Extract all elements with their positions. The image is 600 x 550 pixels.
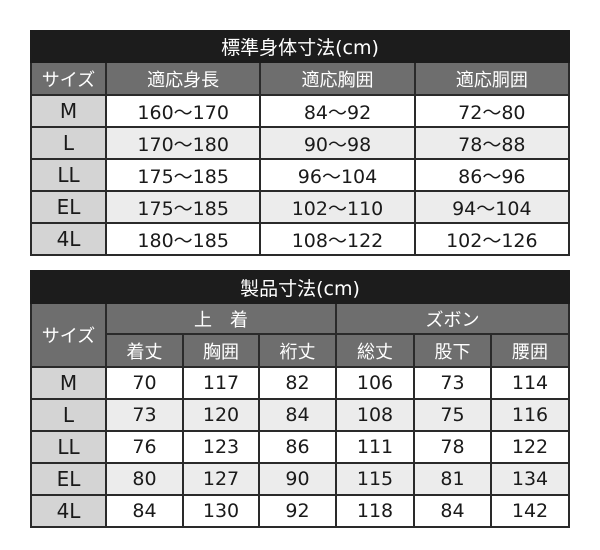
column-header-waist: 適応胴囲 [413, 61, 571, 96]
table-cell: 180〜185 [104, 222, 262, 256]
column-header-jacket-length: 着丈 [105, 333, 184, 368]
table-cell: 86 [258, 430, 337, 464]
column-header-hip: 腰囲 [490, 333, 570, 368]
table-cell: 75 [413, 398, 492, 432]
table-cell: 102〜110 [259, 190, 416, 224]
table-row: EL 80 127 90 115 81 134 [30, 462, 570, 496]
table-cell: 90 [258, 462, 337, 496]
table-cell: 160〜170 [104, 94, 262, 128]
table-row: L 170〜180 90〜98 78〜88 [30, 126, 571, 160]
table-row: LL 175〜185 96〜104 86〜96 [30, 158, 571, 192]
table-cell: 78〜88 [413, 126, 571, 160]
column-header-sleeve-length: 裄丈 [258, 333, 337, 368]
table-row: M 160〜170 84〜92 72〜80 [30, 94, 571, 128]
size-label: LL [30, 158, 107, 192]
column-header-size: サイズ [30, 61, 107, 96]
group-header-pants: ズボン [335, 302, 570, 335]
table-row: LL 76 123 86 111 78 122 [30, 430, 570, 464]
size-label: L [30, 398, 107, 432]
table-cell: 175〜185 [104, 190, 262, 224]
table-cell: 84〜92 [259, 94, 416, 128]
column-header-total-length: 総丈 [335, 333, 415, 368]
table-cell: 134 [490, 462, 570, 496]
table-cell: 117 [182, 366, 260, 400]
size-label: M [30, 366, 107, 400]
table-cell: 127 [182, 462, 260, 496]
table-cell: 84 [258, 398, 337, 432]
column-header-chest: 胸囲 [182, 333, 260, 368]
size-label: 4L [30, 222, 107, 256]
table-cell: 120 [182, 398, 260, 432]
table-cell: 73 [105, 398, 184, 432]
table-cell: 96〜104 [259, 158, 416, 192]
table-cell: 70 [105, 366, 184, 400]
table-cell: 175〜185 [104, 158, 262, 192]
table-row: L 73 120 84 108 75 116 [30, 398, 570, 432]
size-label: LL [30, 430, 107, 464]
table-cell: 106 [335, 366, 415, 400]
table-cell: 81 [413, 462, 492, 496]
column-header-size: サイズ [30, 302, 107, 368]
table-cell: 116 [490, 398, 570, 432]
size-label: L [30, 126, 107, 160]
table-cell: 111 [335, 430, 415, 464]
size-label: EL [30, 190, 107, 224]
table-row: 4L 84 130 92 118 84 142 [30, 494, 570, 528]
table-cell: 102〜126 [413, 222, 571, 256]
table-cell: 108〜122 [259, 222, 416, 256]
table-cell: 84 [413, 494, 492, 528]
table-cell: 94〜104 [413, 190, 571, 224]
table-cell: 82 [258, 366, 337, 400]
size-label: 4L [30, 494, 107, 528]
table-cell: 122 [490, 430, 570, 464]
table-row: EL 175〜185 102〜110 94〜104 [30, 190, 571, 224]
table-cell: 142 [490, 494, 570, 528]
table-cell: 80 [105, 462, 184, 496]
table-cell: 78 [413, 430, 492, 464]
table-cell: 108 [335, 398, 415, 432]
body-measurements-table: 標準身体寸法(cm) サイズ 適応身長 適応胸囲 適応胴囲 M 160〜170 84… [30, 30, 571, 256]
column-header-height: 適応身長 [104, 61, 262, 96]
column-header-chest: 適応胸囲 [259, 61, 416, 96]
table-cell: 118 [335, 494, 415, 528]
table-cell: 123 [182, 430, 260, 464]
table-cell: 76 [105, 430, 184, 464]
table-cell: 114 [490, 366, 570, 400]
table-cell: 73 [413, 366, 492, 400]
group-header-jacket: 上 着 [105, 302, 337, 335]
table-cell: 115 [335, 462, 415, 496]
table-cell: 72〜80 [413, 94, 571, 128]
table-row: M 70 117 82 106 73 114 [30, 366, 570, 400]
column-header-inseam: 股下 [413, 333, 492, 368]
table-title: 標準身体寸法(cm) [30, 30, 570, 63]
table-row: 4L 180〜185 108〜122 102〜126 [30, 222, 571, 256]
table-title: 製品寸法(cm) [30, 270, 570, 304]
size-label: M [30, 94, 107, 128]
size-label: EL [30, 462, 107, 496]
product-measurements-table: 製品寸法(cm) サイズ 上 着 ズボン 着丈 胸囲 裄丈 総丈 股下 腰囲 M… [30, 270, 570, 528]
table-cell: 170〜180 [104, 126, 262, 160]
table-cell: 90〜98 [259, 126, 416, 160]
table-cell: 84 [105, 494, 184, 528]
table-cell: 130 [182, 494, 260, 528]
table-cell: 86〜96 [413, 158, 571, 192]
table-cell: 92 [258, 494, 337, 528]
